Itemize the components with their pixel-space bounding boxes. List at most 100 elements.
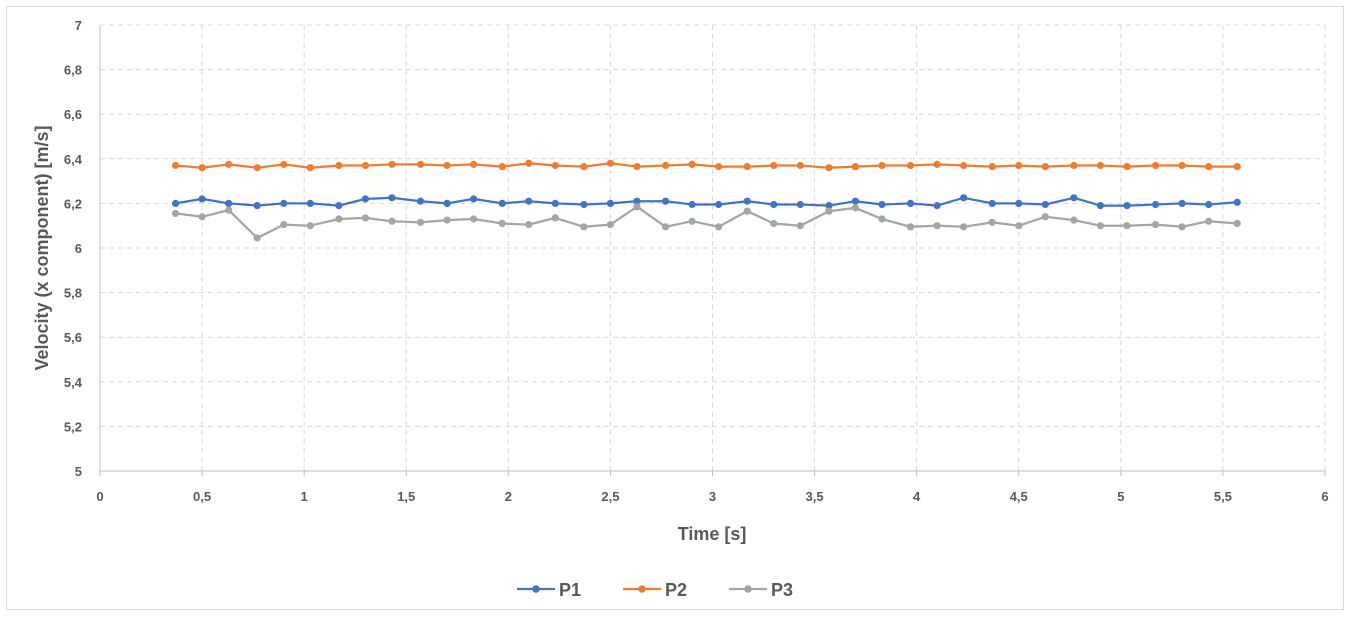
x-axis-title: Time [s] <box>678 524 747 544</box>
data-point-p1 <box>1015 199 1023 207</box>
data-point-p3 <box>470 215 478 223</box>
data-point-p2 <box>1041 163 1049 171</box>
data-point-p2 <box>1151 161 1160 170</box>
data-point-p3 <box>851 204 860 212</box>
data-point-p3 <box>743 207 751 215</box>
data-point-p1 <box>306 199 314 207</box>
data-point-p2 <box>796 161 804 170</box>
data-point-p2 <box>253 164 261 172</box>
data-point-p1 <box>225 199 233 207</box>
legend-item-p3: P3 <box>729 580 793 600</box>
data-point-p1 <box>796 200 804 209</box>
data-point-p3 <box>443 216 451 224</box>
y-tick-label: 7 <box>75 18 82 33</box>
data-point-p3 <box>171 209 180 218</box>
data-point-p2 <box>1096 161 1105 170</box>
axes <box>99 25 1326 476</box>
data-point-p1 <box>1041 200 1049 209</box>
data-point-p1 <box>715 200 723 209</box>
data-point-p3 <box>361 214 370 222</box>
data-point-p2 <box>1123 163 1131 171</box>
data-point-p1 <box>416 197 425 205</box>
data-point-p2 <box>416 160 425 168</box>
y-tick-label: 5,2 <box>64 419 82 434</box>
data-point-p1 <box>960 194 968 202</box>
data-point-p3 <box>306 222 314 230</box>
data-point-p3 <box>1123 222 1131 230</box>
data-point-p3 <box>551 214 559 222</box>
x-tick-label: 5,5 <box>1214 489 1232 504</box>
data-point-p2 <box>743 163 751 171</box>
data-point-p2 <box>225 160 233 168</box>
data-point-p2 <box>443 161 451 170</box>
legend-label-p3: P3 <box>771 580 793 600</box>
data-point-p2 <box>715 163 723 171</box>
data-point-p3 <box>1096 222 1105 230</box>
legend-item-p2: P2 <box>623 580 687 600</box>
data-point-p3 <box>416 218 425 226</box>
data-point-p3 <box>825 207 833 215</box>
x-tick-label: 2 <box>505 489 512 504</box>
data-point-p1 <box>988 199 996 207</box>
data-point-p2 <box>878 161 886 170</box>
data-point-p2 <box>361 161 370 170</box>
data-point-p1 <box>361 195 370 203</box>
data-point-p2 <box>525 159 533 167</box>
data-point-p2 <box>280 160 288 168</box>
data-point-p2 <box>825 164 833 172</box>
data-point-p3 <box>933 222 941 230</box>
data-point-p2 <box>551 161 559 170</box>
data-point-p3 <box>1041 213 1049 221</box>
data-point-p1 <box>933 202 941 210</box>
data-point-p1 <box>335 202 343 210</box>
data-point-p1 <box>1096 202 1105 210</box>
data-point-p3 <box>770 219 778 228</box>
legend-label-p1: P1 <box>559 580 581 600</box>
data-point-p1 <box>1205 200 1213 209</box>
y-tick-label: 5 <box>75 464 82 479</box>
data-point-p2 <box>851 163 860 171</box>
data-point-p2 <box>661 161 670 170</box>
x-tick-label: 0 <box>96 489 103 504</box>
y-tick-label: 5,8 <box>64 286 82 301</box>
data-point-p1 <box>443 199 451 207</box>
data-point-p1 <box>633 197 641 205</box>
data-point-p2 <box>1015 161 1023 170</box>
data-point-p3 <box>906 223 915 231</box>
data-point-p3 <box>388 217 396 225</box>
data-point-p3 <box>988 218 996 226</box>
data-point-p3 <box>606 220 615 229</box>
data-point-p1 <box>580 200 588 209</box>
data-point-p3 <box>960 223 968 231</box>
data-point-p3 <box>688 217 696 225</box>
data-point-p1 <box>606 199 615 207</box>
data-point-p2 <box>198 164 206 172</box>
x-tick-label: 1,5 <box>397 489 415 504</box>
data-point-p1 <box>878 200 886 209</box>
data-point-p2 <box>906 161 915 170</box>
data-point-p3 <box>1151 220 1160 229</box>
data-point-p1 <box>688 200 696 209</box>
data-point-p2 <box>498 163 506 171</box>
data-point-p3 <box>1070 216 1078 224</box>
series-line-p2 <box>175 162 1238 169</box>
x-tick-label: 6 <box>1321 489 1328 504</box>
legend-item-p1: P1 <box>517 580 581 600</box>
x-tick-label: 4,5 <box>1010 489 1028 504</box>
legend-marker-p1 <box>532 585 540 593</box>
data-point-p1 <box>498 199 506 207</box>
x-tick-label: 3,5 <box>806 489 824 504</box>
tick-labels: 5 5,2 5,4 5,6 5,8 6 6,2 6,4 6,6 6,8 7 0 0,5 1 1,5 2 2,5 3… <box>64 18 1329 504</box>
data-point-p3 <box>498 219 506 228</box>
data-point-p1 <box>253 202 261 210</box>
y-tick-label: 5,4 <box>64 375 83 390</box>
data-point-p3 <box>1178 223 1186 231</box>
data-point-p2 <box>580 163 588 171</box>
data-point-p2 <box>1233 163 1241 171</box>
data-point-p1 <box>1178 199 1186 207</box>
data-point-p2 <box>770 161 778 170</box>
data-point-p3 <box>253 234 261 242</box>
data-point-p3 <box>1233 219 1241 228</box>
data-point-p2 <box>960 161 968 170</box>
